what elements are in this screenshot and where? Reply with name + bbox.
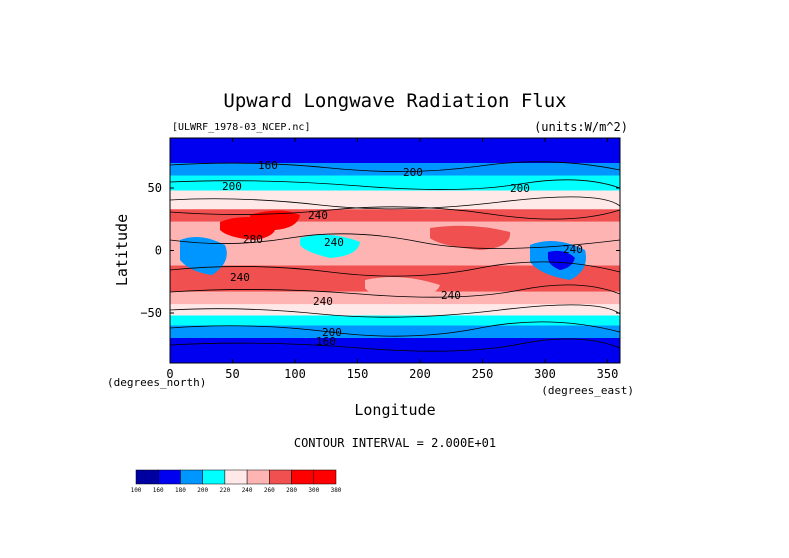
contour-label: 240 — [441, 289, 461, 302]
heatmap-band — [170, 138, 620, 163]
x-tick-label: 350 — [597, 367, 619, 381]
contour-line — [170, 206, 620, 220]
contour-label: 240 — [308, 209, 328, 222]
subtropic-warm-patch — [250, 210, 300, 230]
x-tick-label: 250 — [472, 367, 494, 381]
x-tick-label: 100 — [284, 367, 306, 381]
heatmap-band — [170, 190, 620, 210]
x-tick-label: 50 — [225, 367, 239, 381]
colorbar-tick-label: 200 — [197, 487, 208, 494]
contour-line — [170, 261, 620, 277]
colorbar-swatch — [135, 469, 159, 485]
colorbar-swatch — [202, 469, 226, 485]
x-axis-label: Longitude — [354, 401, 435, 419]
contour-line — [170, 304, 620, 318]
southern-warm-patch — [365, 276, 440, 300]
colorbar-swatch — [269, 469, 292, 485]
contour-label: 200 — [403, 166, 423, 179]
x-tick-label: 150 — [347, 367, 369, 381]
contour-line — [170, 161, 620, 172]
colorbar-swatch — [246, 469, 270, 485]
contour-label: 200 — [510, 182, 530, 195]
x-tick-label: 300 — [534, 367, 556, 381]
contour-line — [170, 233, 620, 249]
heatmap-band — [170, 304, 620, 316]
contour-label: 240 — [324, 236, 344, 249]
heatmap-band — [170, 325, 620, 338]
colorbar-tick-label: 240 — [242, 487, 253, 494]
colorbar-tick-label: 280 — [286, 487, 297, 494]
x-axis: 0 50 100 150 200 250 300 350 — [166, 138, 618, 381]
y-tick-label: −50 — [140, 306, 162, 320]
x-tick-label: 200 — [409, 367, 431, 381]
contour-label: 280 — [243, 233, 263, 246]
colorbar-tick-label: 300 — [308, 487, 319, 494]
contour-label: 160 — [258, 159, 278, 172]
colorbar-swatch — [291, 469, 315, 485]
chart-title: Upward Longwave Radiation Flux — [223, 90, 566, 112]
colorbar-swatch — [157, 469, 181, 485]
colorbar-tick-label: 180 — [175, 487, 186, 494]
colorbar-tick-label: 260 — [264, 487, 275, 494]
contour-line — [170, 284, 620, 298]
heatmap-band — [170, 315, 620, 326]
y-tick-label: 50 — [148, 181, 162, 195]
contour-label: 200 — [322, 326, 342, 339]
source-file-label: [ULWRF_1978-03_NCEP.nc] — [172, 122, 310, 133]
eastern-warm-patch — [430, 225, 511, 250]
colorbar-swatch — [224, 469, 248, 485]
contour-label: 200 — [222, 180, 242, 193]
colorbar-tick-label: 100 — [131, 487, 142, 494]
colorbar-legend: 100 160 180 200 220 240 260 280 300 380 — [131, 469, 342, 494]
contour-interval-note: CONTOUR INTERVAL = 2.000E+01 — [294, 436, 496, 450]
x-tick-label: 0 — [166, 367, 173, 381]
contour-line — [170, 338, 620, 352]
y-axis: 50 0 −50 — [140, 181, 620, 320]
y-tick-label: 0 — [155, 244, 162, 258]
contour-label: 240 — [313, 295, 333, 308]
colorbar-swatch — [313, 469, 337, 485]
heatmap-band — [170, 163, 620, 176]
pacific-convection-patch — [180, 236, 227, 275]
contour-label: 240 — [563, 243, 583, 256]
y-axis-label: Latitude — [113, 214, 131, 286]
atlantic-core-patch — [548, 250, 575, 270]
colorbar-swatch — [180, 469, 203, 485]
colorbar-tick-label: 220 — [219, 487, 230, 494]
contour-line — [170, 321, 620, 337]
maritime-cool-patch — [300, 234, 360, 258]
contour-label: 240 — [230, 271, 250, 284]
colorbar-tick-label: 160 — [153, 487, 164, 494]
y-unit-note: (degrees_north) — [107, 376, 206, 389]
contour-label: 160 — [316, 335, 336, 348]
x-unit-note: (degrees_east) — [541, 384, 634, 397]
contour-line — [170, 179, 620, 190]
heatmap-band — [170, 175, 620, 191]
colorbar-tick-label: 380 — [331, 487, 342, 494]
contour-line — [170, 196, 620, 210]
plot-area: 160 200 200 200 240 280 240 240 240 240 … — [169, 137, 621, 364]
units-label: (units:W/m^2) — [534, 120, 628, 134]
